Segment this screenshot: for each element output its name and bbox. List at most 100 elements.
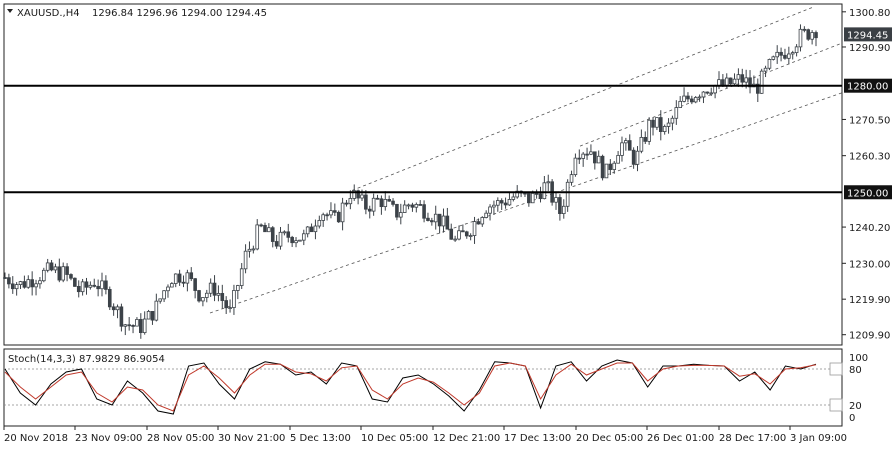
candle-body (604, 163, 609, 179)
candle-body (810, 32, 814, 40)
time-axis: 20 Nov 2018 23 Nov 09:00 28 Nov 05:00 30 No… (3, 426, 847, 444)
current-price-tag (844, 27, 892, 42)
candle-body (294, 240, 298, 244)
stochastic-pane-frame (3, 348, 843, 427)
candle-body (197, 290, 201, 302)
candle-body (616, 155, 620, 164)
candle-body (30, 279, 34, 288)
candle-body (356, 190, 360, 199)
price-pane-frame (3, 3, 843, 346)
candle-body (123, 324, 128, 327)
candle-body (38, 280, 42, 285)
candle-body (697, 96, 702, 99)
candle-body (724, 77, 729, 87)
time-tick-label: 17 Dec 13:00 (504, 433, 571, 444)
candle-body (208, 282, 213, 294)
candle-body (22, 281, 27, 288)
candle-body (631, 149, 636, 165)
candle-body (635, 150, 640, 165)
candle-body (236, 285, 240, 291)
candle-body (263, 224, 267, 233)
candle-body (65, 266, 69, 275)
candle-body (666, 122, 671, 127)
candle-body (88, 284, 93, 288)
time-tick-label: 20 Dec 05:00 (576, 433, 643, 444)
candle-body (162, 290, 166, 300)
candle-body (581, 153, 585, 159)
candle-body (364, 194, 368, 210)
candle-body (596, 155, 601, 164)
candle-body (69, 274, 73, 279)
time-tick-label: 10 Dec 05:00 (361, 433, 428, 444)
triangle-down-icon[interactable] (7, 9, 13, 13)
candle-body (317, 220, 322, 227)
candle-body (313, 225, 318, 233)
candle-body (212, 282, 217, 296)
candle-body (57, 266, 62, 281)
candle-body (80, 281, 85, 293)
candle-body (119, 306, 124, 327)
candle-body (783, 54, 787, 59)
candle-body (732, 78, 737, 85)
candle-body (763, 67, 768, 72)
candle-body (693, 97, 698, 103)
candle-body (247, 248, 252, 252)
price-tick-label: 1270.50 (849, 115, 890, 126)
time-tick-label: 20 Nov 2018 (4, 433, 68, 444)
candle-body (480, 217, 485, 225)
candle-body (290, 236, 294, 244)
price-tick-label: 1260.30 (849, 152, 890, 163)
candle-body (259, 224, 263, 227)
candle-body (142, 318, 147, 334)
stochastic-level-tag (829, 362, 843, 376)
candle-body (794, 46, 799, 54)
candle-body (325, 214, 329, 217)
candle-body (507, 199, 512, 206)
candle-body (651, 119, 655, 128)
candle-body (383, 199, 388, 208)
candle-body (387, 199, 391, 202)
time-tick-label: 3 Jan 09:00 (790, 433, 847, 444)
candle-body (301, 233, 306, 241)
candle-body (546, 181, 551, 184)
candle-body (228, 307, 232, 309)
candle-body (26, 279, 31, 288)
candle-body (686, 95, 690, 100)
candle-body (569, 174, 574, 183)
price-tick-label: 1219.90 (849, 295, 890, 306)
price-tick-label: 1300.80 (849, 8, 890, 19)
candle-body (530, 192, 535, 204)
price-pane[interactable]: 1280.00 1250.00 1294.45 1300.80 1290.90 1270… (3, 3, 892, 346)
stochastic-level-label: 0 (849, 413, 855, 424)
candle-body (53, 266, 58, 271)
candle-body (298, 239, 302, 242)
candle-body (111, 306, 116, 311)
candle-body (464, 231, 469, 237)
candle-body (608, 163, 613, 170)
candle-body (232, 290, 236, 308)
candle-body (100, 280, 104, 290)
candle-body (814, 32, 818, 39)
candle-body (193, 278, 197, 291)
candle-body (224, 300, 228, 309)
level-tag-label: 1250.00 (847, 188, 888, 199)
candle-body (655, 117, 659, 128)
candle-body (728, 77, 733, 85)
candle-body (402, 204, 407, 213)
candle-body (589, 151, 593, 155)
candle-body (620, 142, 624, 156)
candle-body (775, 51, 779, 58)
candle-body (92, 284, 97, 287)
candle-body (600, 155, 605, 179)
time-tick-label: 23 Nov 09:00 (75, 433, 142, 444)
candle-body (367, 208, 372, 212)
candle-body (220, 293, 225, 301)
candle-body (414, 204, 419, 208)
horizontal-levels[interactable]: 1280.00 1250.00 1294.45 (4, 27, 892, 200)
candle-body (534, 192, 539, 195)
candle-body (422, 204, 426, 219)
candle-body (565, 181, 570, 207)
candle-body (216, 293, 221, 296)
